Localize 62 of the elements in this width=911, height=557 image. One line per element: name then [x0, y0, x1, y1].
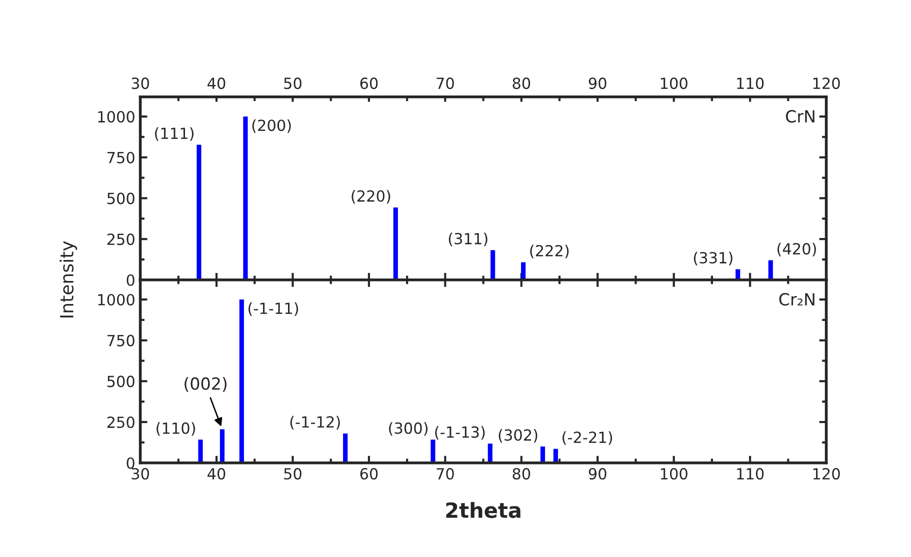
x-tick-label: 110 [737, 468, 764, 480]
y-tick-label: 1000 [98, 110, 134, 123]
x-tick-label: 50 [284, 468, 302, 480]
annotation: Cr₂N [779, 292, 814, 306]
x-tick-label: 120 [813, 468, 840, 480]
y-axis-title: Intensity [60, 241, 78, 318]
x-axis-title: 2theta [446, 502, 520, 518]
bar [521, 262, 526, 280]
x2-tick-label: 100 [660, 78, 688, 90]
bar [768, 260, 773, 280]
x2-tick-label: 60 [360, 78, 378, 90]
y-tick-label: 0 [126, 274, 134, 286]
x2-tick-label: 30 [132, 78, 149, 90]
annotation: (-1-12) [290, 416, 340, 430]
bar [196, 144, 202, 280]
annotation: (220) [352, 190, 390, 204]
x2-tick-label: 40 [208, 78, 226, 90]
annotation: (200) [252, 119, 291, 133]
x2-tick-label: 70 [436, 78, 454, 90]
bar [243, 116, 248, 280]
x2-tick-label: 50 [284, 78, 302, 90]
annotation: (222) [530, 244, 569, 258]
y-tick-label: 250 [107, 234, 134, 246]
x2-tick-label: 110 [737, 78, 764, 90]
bar [220, 429, 225, 463]
y-tick-label: 500 [107, 192, 134, 204]
bar [198, 440, 203, 463]
y-tick-label: 750 [108, 334, 134, 346]
annotation: (111) [155, 127, 194, 141]
x-tick-label: 40 [208, 468, 226, 480]
annotation: (300) [389, 422, 428, 436]
y-tick-label: 1000 [98, 294, 134, 306]
bar [393, 208, 398, 280]
y-tick-label: 500 [107, 376, 134, 388]
y-tick-label: 750 [108, 152, 134, 164]
bar [488, 444, 492, 463]
x-tick-label: 60 [360, 468, 378, 480]
x-tick-label: 70 [436, 468, 454, 480]
x2-tick-label: 120 [813, 78, 840, 90]
bar [540, 446, 546, 463]
annotation: (420) [778, 242, 816, 256]
x-tick-label: 100 [660, 468, 688, 480]
annotation: (311) [448, 232, 488, 246]
annotation: (-1-11) [248, 302, 298, 316]
annotation: (302) [498, 428, 538, 443]
y-tick-label: 0 [126, 457, 134, 469]
x-tick-label: 80 [512, 468, 530, 480]
x2-tick-label: 80 [512, 78, 530, 90]
annotation: (-1-13) [435, 426, 485, 440]
bar [239, 299, 244, 463]
x-tick-label: 30 [132, 468, 149, 480]
bar [430, 440, 436, 463]
annotation: (002) [184, 376, 227, 392]
annotation: (331) [694, 252, 732, 266]
bar [343, 433, 348, 463]
annotation: (110) [156, 422, 196, 436]
y-tick-label: 250 [107, 416, 134, 428]
x2-tick-label: 90 [588, 78, 606, 90]
annotation: CrN [786, 110, 814, 123]
x-tick-label: 90 [588, 468, 606, 480]
bar [490, 250, 496, 280]
annotation: (-2-21) [562, 431, 612, 445]
